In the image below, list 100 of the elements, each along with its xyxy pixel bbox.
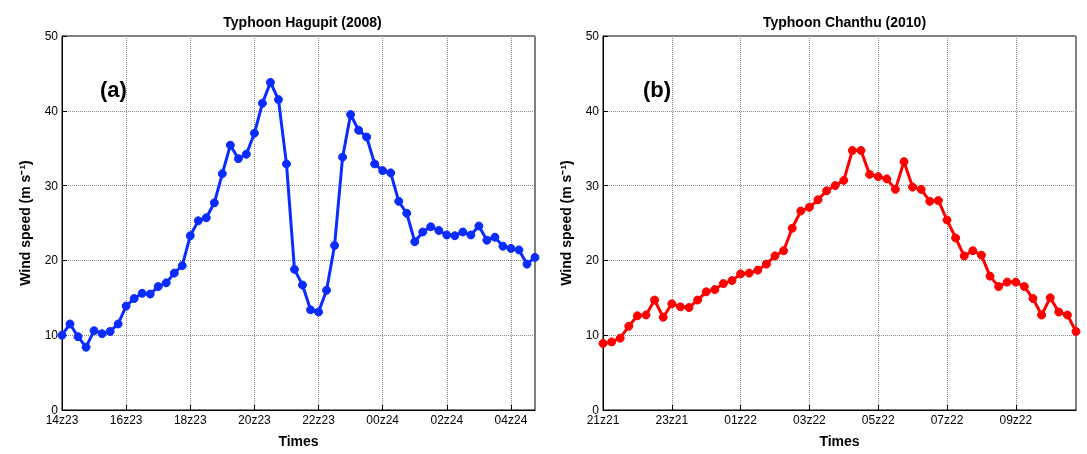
point xyxy=(161,278,171,288)
point xyxy=(804,202,814,212)
y-tick-label: 40 xyxy=(585,103,600,118)
point xyxy=(145,289,155,299)
y-tick-label: 10 xyxy=(44,328,59,343)
point xyxy=(916,184,926,194)
point xyxy=(865,169,875,179)
y-tick-label: 50 xyxy=(585,29,600,43)
x-tick-label: 03z22 xyxy=(793,413,827,427)
point xyxy=(105,326,115,336)
point xyxy=(641,310,651,320)
x-tick-label: 20z23 xyxy=(238,413,272,427)
point xyxy=(899,157,909,167)
x-tick-label: 00z24 xyxy=(366,413,400,427)
point xyxy=(1071,326,1081,336)
point xyxy=(675,302,685,312)
point xyxy=(418,227,428,237)
point xyxy=(856,145,866,155)
point xyxy=(779,246,789,256)
point xyxy=(281,159,291,169)
point xyxy=(624,321,634,331)
point xyxy=(241,149,251,159)
point xyxy=(839,175,849,185)
point xyxy=(959,251,969,261)
point xyxy=(607,337,617,347)
point xyxy=(718,279,728,289)
point xyxy=(753,265,763,275)
point xyxy=(265,77,275,87)
point xyxy=(273,95,283,105)
x-tick-label: 09z22 xyxy=(999,413,1033,427)
point xyxy=(193,216,203,226)
point xyxy=(450,231,460,241)
point xyxy=(847,145,857,155)
point xyxy=(830,181,840,191)
point xyxy=(209,198,219,208)
point xyxy=(474,221,484,231)
point xyxy=(650,295,660,305)
point xyxy=(615,333,625,343)
point xyxy=(330,240,340,250)
point xyxy=(744,268,754,278)
x-tick-label: 02z24 xyxy=(430,413,464,427)
point xyxy=(177,261,187,271)
point xyxy=(658,312,668,322)
point xyxy=(89,326,99,336)
annotation: (b) xyxy=(643,76,672,102)
point xyxy=(185,231,195,241)
x-tick-label: 07z22 xyxy=(930,413,964,427)
point xyxy=(736,269,746,279)
point xyxy=(434,225,444,235)
point xyxy=(73,332,83,342)
x-tick-label: 18z23 xyxy=(173,413,207,427)
point xyxy=(378,166,388,176)
point xyxy=(81,342,91,352)
point xyxy=(514,245,524,255)
point xyxy=(951,233,961,243)
point xyxy=(137,288,147,298)
point xyxy=(249,128,259,138)
point xyxy=(1019,282,1029,292)
x-tick-label: 22z23 xyxy=(302,413,336,427)
point xyxy=(225,140,235,150)
point xyxy=(410,237,420,247)
point xyxy=(1054,307,1064,317)
point xyxy=(386,168,396,178)
y-axis-title: Wind speed (m s⁻¹) xyxy=(558,160,574,286)
point xyxy=(727,276,737,286)
point xyxy=(761,259,771,269)
point xyxy=(933,196,943,206)
point xyxy=(346,110,356,120)
point xyxy=(925,196,935,206)
point xyxy=(1002,277,1012,287)
point xyxy=(701,287,711,297)
point xyxy=(1037,310,1047,320)
point xyxy=(684,303,694,313)
point xyxy=(506,243,516,253)
point xyxy=(458,227,468,237)
x-axis-title: Times xyxy=(278,433,319,449)
x-tick-label: 01z22 xyxy=(724,413,758,427)
y-tick-label: 20 xyxy=(585,253,600,268)
point xyxy=(873,172,883,182)
point xyxy=(169,268,179,278)
point xyxy=(65,319,75,329)
point xyxy=(1045,293,1055,303)
point xyxy=(522,259,532,269)
x-tick-label: 23z21 xyxy=(655,413,689,427)
point xyxy=(1062,310,1072,320)
point xyxy=(942,215,952,225)
y-tick-label: 30 xyxy=(44,178,59,193)
point xyxy=(217,169,227,179)
point xyxy=(298,280,308,290)
point xyxy=(370,159,380,169)
point xyxy=(394,196,404,206)
x-axis-title: Times xyxy=(819,433,860,449)
point xyxy=(354,125,364,135)
point xyxy=(498,241,508,251)
x-tick-label: 16z23 xyxy=(109,413,143,427)
point xyxy=(466,230,476,240)
y-tick-label: 40 xyxy=(44,103,59,118)
point xyxy=(968,246,978,256)
point xyxy=(233,154,243,164)
point xyxy=(985,271,995,281)
